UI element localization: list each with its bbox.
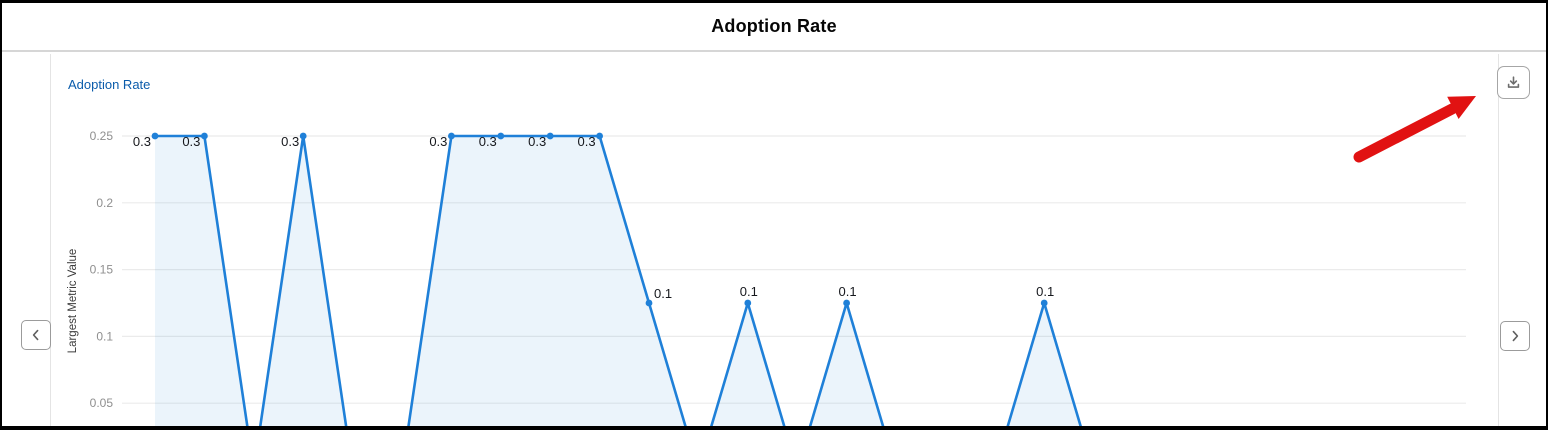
card-right-border bbox=[1498, 54, 1499, 426]
data-point[interactable] bbox=[497, 132, 505, 140]
data-point-label: 0.3 bbox=[528, 134, 546, 149]
data-point[interactable] bbox=[744, 299, 752, 307]
series-line bbox=[153, 134, 1084, 430]
data-point-label: 0.1 bbox=[740, 284, 758, 299]
data-point-label: 0.3 bbox=[182, 134, 200, 149]
data-point-label: 0.1 bbox=[839, 284, 857, 299]
data-point-label: 0.1 bbox=[654, 286, 672, 301]
series-area bbox=[155, 136, 1082, 430]
data-point[interactable] bbox=[151, 132, 159, 140]
chevron-left-icon bbox=[32, 329, 39, 341]
card-left-border bbox=[50, 54, 51, 426]
y-tick-label: 0.2 bbox=[96, 196, 113, 210]
y-tick-label: 0.15 bbox=[90, 263, 114, 277]
data-point[interactable] bbox=[201, 132, 208, 140]
chevron-right-icon bbox=[1512, 330, 1519, 342]
y-tick-label: 0.05 bbox=[90, 396, 114, 410]
y-tick-label: 0.1 bbox=[96, 329, 113, 343]
data-point[interactable] bbox=[546, 132, 554, 140]
data-point-label: 0.3 bbox=[281, 134, 299, 149]
next-chart-button[interactable] bbox=[1500, 321, 1530, 351]
page-title: Adoption Rate bbox=[711, 16, 837, 36]
y-axis-title: Largest Metric Value bbox=[67, 249, 79, 354]
data-point[interactable] bbox=[1040, 299, 1048, 307]
prev-chart-button[interactable] bbox=[21, 320, 51, 350]
download-icon bbox=[1507, 76, 1520, 88]
data-point[interactable] bbox=[299, 132, 307, 140]
header: Adoption Rate bbox=[2, 3, 1546, 52]
y-tick-label: 0.25 bbox=[90, 129, 114, 143]
data-point-label: 0.3 bbox=[479, 134, 497, 149]
data-point-label: 0.3 bbox=[578, 134, 596, 149]
data-point[interactable] bbox=[596, 132, 603, 140]
data-point-label: 0.3 bbox=[429, 134, 447, 149]
red-annotation-arrow bbox=[1353, 96, 1476, 163]
chart-layer: 0.05 0.1 0.15 0.2 0.25 0.3 0.3 0.3 0.3 0.3 0.3 0.3 0… bbox=[90, 129, 1466, 430]
data-point[interactable] bbox=[645, 299, 653, 307]
download-button[interactable] bbox=[1497, 66, 1530, 99]
data-point[interactable] bbox=[448, 132, 455, 140]
card-title-link[interactable]: Adoption Rate bbox=[68, 77, 151, 92]
data-point[interactable] bbox=[843, 299, 850, 307]
data-point-label: 0.1 bbox=[1036, 284, 1054, 299]
data-point-label: 0.3 bbox=[133, 134, 151, 149]
